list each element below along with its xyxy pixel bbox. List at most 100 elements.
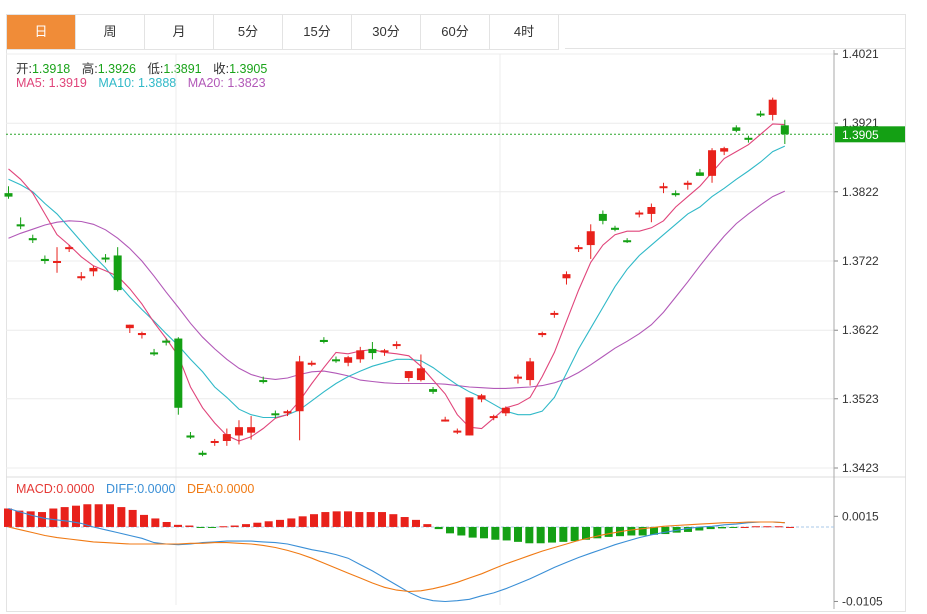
candle (756, 110, 765, 117)
y-tick-label: 1.4021 (842, 47, 879, 61)
macd-bar (718, 526, 726, 529)
macd-bar (706, 526, 715, 530)
candle-body (441, 419, 450, 422)
ma5-line (8, 123, 785, 442)
tab-5[interactable]: 30分 (352, 15, 421, 49)
macd-bar (230, 525, 239, 527)
macd-bar (525, 526, 534, 544)
candle-body (77, 276, 86, 279)
tab-7[interactable]: 4时 (490, 15, 559, 49)
tab-4[interactable]: 15分 (283, 15, 352, 49)
candle-body (368, 348, 377, 354)
candle-body (210, 441, 219, 443)
candle (550, 310, 559, 318)
candle (671, 190, 680, 197)
candle-body (392, 344, 401, 347)
candle (307, 360, 316, 367)
candle-body (307, 362, 316, 365)
macd-bar (389, 514, 398, 527)
candle (780, 119, 789, 144)
macd-bar (638, 526, 647, 536)
candle-body (720, 148, 729, 152)
macd-bar (650, 526, 658, 535)
ma5-legend: MA5: 1.3919 (16, 76, 87, 90)
candle (319, 337, 328, 344)
tab-0[interactable]: 日 (7, 15, 76, 49)
candle-body (611, 227, 619, 230)
current-price-tag (835, 126, 905, 143)
candle-body (598, 213, 607, 221)
candle-body (174, 338, 183, 408)
candle-body (538, 333, 547, 336)
macd-bar (140, 514, 148, 527)
candle (501, 406, 510, 417)
candle (344, 355, 353, 367)
tab-1[interactable]: 周 (76, 15, 145, 49)
macd-bar (332, 511, 341, 527)
candle (101, 254, 110, 263)
macd-bar (378, 512, 386, 527)
candle-body (89, 267, 98, 272)
candle (28, 234, 37, 243)
macd-bar (446, 526, 454, 534)
high-value: 高:1.3926 (81, 62, 136, 76)
tab-2[interactable]: 月 (145, 15, 214, 49)
candle (732, 125, 741, 133)
candle-body (344, 357, 353, 363)
candle-body (271, 413, 280, 416)
candle (368, 342, 377, 360)
macd-bar (15, 510, 24, 527)
macd-bar (491, 526, 500, 540)
candle-body (768, 99, 777, 115)
candle-body (574, 247, 583, 250)
candle-body (416, 368, 425, 381)
macd-bar (185, 525, 194, 527)
macd-bar (276, 519, 284, 527)
candle-body (780, 125, 789, 135)
candle (113, 247, 122, 292)
candle-body (671, 193, 680, 196)
candle (416, 354, 425, 382)
candle-body (465, 397, 474, 436)
ma10-line (8, 145, 786, 419)
candle-body (332, 359, 341, 362)
candle (4, 186, 13, 199)
candle-body (295, 361, 304, 412)
macd-bar (570, 526, 579, 542)
ma10-legend: MA10: 1.3888 (98, 76, 177, 90)
candle (137, 331, 146, 339)
macd-bar (264, 521, 273, 527)
tabs-divider (565, 48, 905, 49)
candle-body (186, 435, 195, 438)
candle (623, 238, 632, 243)
candle-body (65, 247, 74, 250)
macd-bar (434, 526, 443, 530)
tab-6[interactable]: 60分 (421, 15, 490, 49)
macd-bar (26, 511, 35, 527)
candle-body (150, 352, 159, 355)
candle-body (404, 371, 413, 378)
macd-bar (548, 526, 556, 543)
candle-body (380, 350, 389, 353)
candle (234, 420, 243, 445)
candle (16, 217, 25, 230)
candle (40, 255, 49, 264)
macd-bar (4, 508, 12, 527)
candle-body (319, 339, 328, 342)
macd-bar (729, 526, 738, 528)
candle-body (756, 113, 765, 116)
candle (477, 393, 486, 403)
macd-bar (242, 524, 250, 527)
candle-body (259, 380, 268, 383)
candle-body (647, 207, 656, 214)
tab-3[interactable]: 5分 (214, 15, 283, 49)
candle (283, 409, 292, 417)
candle (538, 331, 547, 338)
macd-bar (684, 526, 692, 532)
macd-bar (83, 504, 92, 527)
candle-body (708, 150, 717, 176)
macd-bar (604, 526, 613, 537)
macd-bar (287, 518, 296, 527)
candle (513, 374, 522, 384)
candle (453, 428, 462, 435)
